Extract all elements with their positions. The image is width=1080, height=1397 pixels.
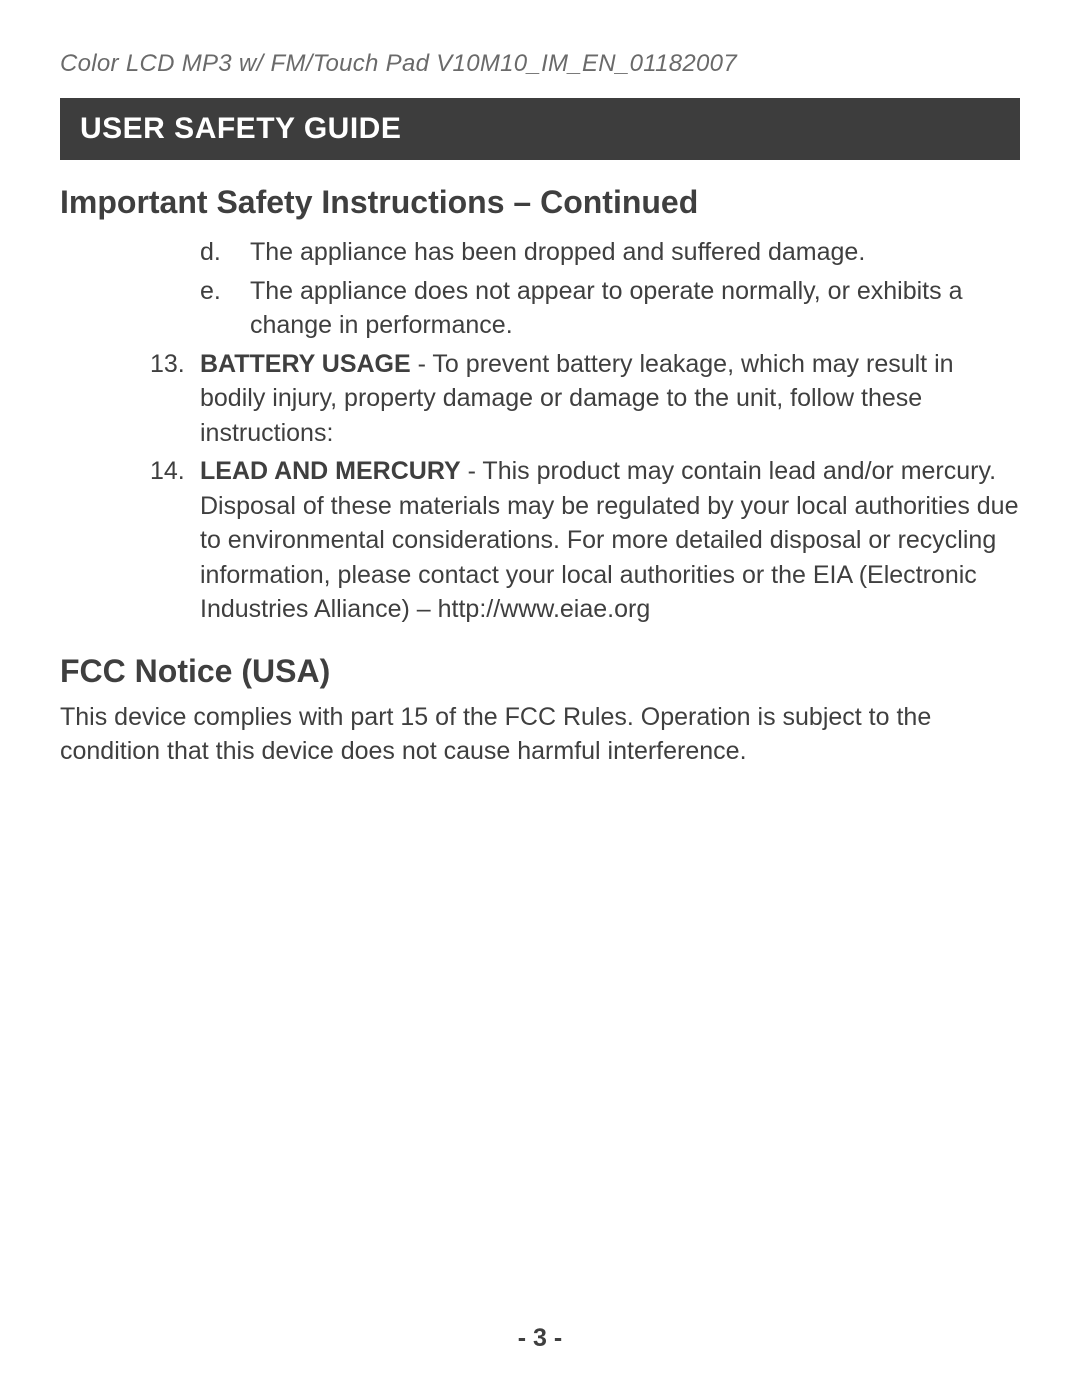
main-list: 13. BATTERY USAGE - To prevent battery l… — [60, 347, 1020, 627]
fcc-body: This device complies with part 15 of the… — [60, 700, 1020, 769]
list-marker: e. — [200, 274, 250, 343]
list-marker: 14. — [150, 454, 200, 627]
list-item: 14. LEAD AND MERCURY - This product may … — [150, 454, 1020, 627]
document-header: Color LCD MP3 w/ FM/Touch Pad V10M10_IM_… — [60, 50, 1020, 78]
list-marker: 13. — [150, 347, 200, 451]
page-number: - 3 - — [0, 1324, 1080, 1353]
list-lead: LEAD AND MERCURY — [200, 457, 461, 485]
list-item: 13. BATTERY USAGE - To prevent battery l… — [150, 347, 1020, 451]
list-item: d. The appliance has been dropped and su… — [200, 235, 1020, 270]
list-text: LEAD AND MERCURY - This product may cont… — [200, 454, 1020, 627]
list-text: The appliance has been dropped and suffe… — [250, 235, 1020, 270]
list-text: The appliance does not appear to operate… — [250, 274, 1020, 343]
list-item: e. The appliance does not appear to oper… — [200, 274, 1020, 343]
title-bar: USER SAFETY GUIDE — [60, 98, 1020, 160]
sub-list: d. The appliance has been dropped and su… — [60, 235, 1020, 343]
list-text: BATTERY USAGE - To prevent battery leaka… — [200, 347, 1020, 451]
subtitle: Important Safety Instructions – Continue… — [60, 184, 1020, 221]
fcc-heading: FCC Notice (USA) — [60, 653, 1020, 690]
list-marker: d. — [200, 235, 250, 270]
list-lead: BATTERY USAGE — [200, 350, 411, 378]
